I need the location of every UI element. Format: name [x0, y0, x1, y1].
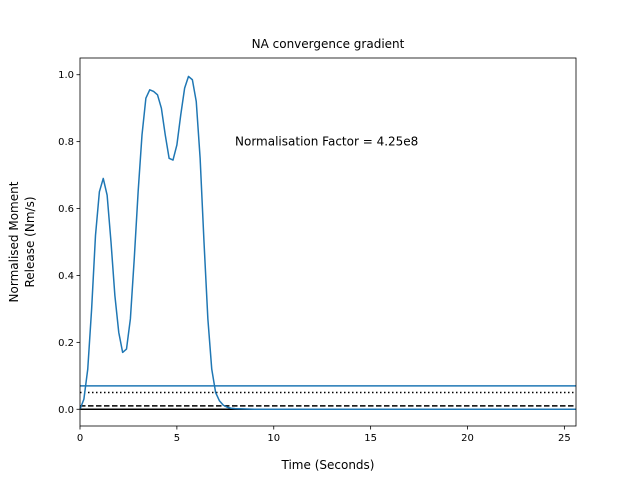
x-tick-label-2: 10	[267, 433, 280, 444]
y-tick-label-5: 1.0	[58, 70, 74, 81]
y-tick-label-0: 0.0	[58, 405, 74, 416]
plot-area	[79, 57, 577, 427]
x-tick-label-5: 25	[558, 433, 571, 444]
normalisation-annotation: Normalisation Factor = 4.25e8	[235, 135, 418, 149]
x-axis-ticks: 0 5 10 15 20 25	[77, 426, 571, 444]
y-axis-label: Normalised Moment Release (Nm/s)	[7, 181, 37, 302]
x-tick-label-4: 20	[461, 433, 474, 444]
y-tick-label-2: 0.4	[58, 271, 74, 282]
series-line	[79, 75, 576, 411]
y-axis-label-line-1: Normalised Moment	[7, 181, 21, 302]
y-axis-ticks: 0.0 0.2 0.4 0.6 0.8 1.0	[58, 70, 80, 416]
plot-frame	[79, 57, 577, 427]
chart-title: NA convergence gradient	[252, 37, 405, 51]
y-axis-label-line-2: Release (Nm/s)	[23, 196, 37, 287]
x-tick-label-1: 5	[174, 433, 180, 444]
x-axis-label: Time (Seconds)	[281, 458, 375, 472]
x-tick-label-0: 0	[77, 433, 83, 444]
x-tick-label-3: 15	[364, 433, 377, 444]
y-tick-label-4: 0.8	[58, 137, 74, 148]
plot-background	[80, 58, 576, 426]
y-tick-label-3: 0.6	[58, 204, 74, 215]
y-tick-label-1: 0.2	[58, 338, 74, 349]
